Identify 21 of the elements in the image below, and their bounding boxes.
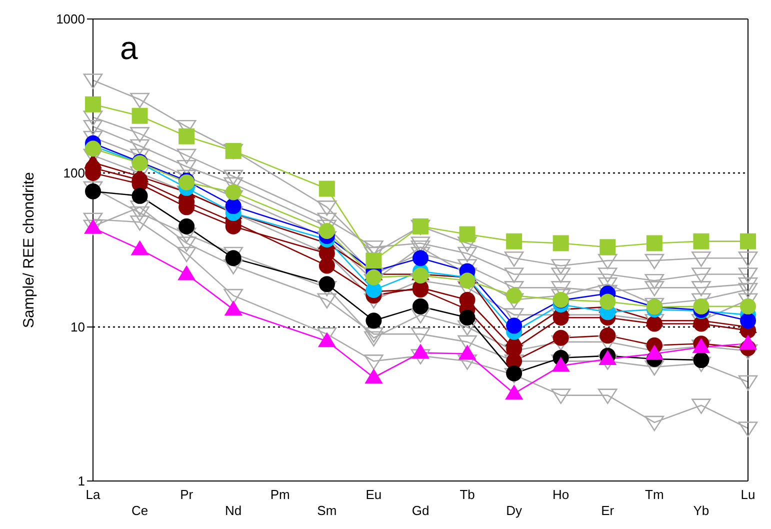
x-tick-label: Yb — [693, 503, 710, 518]
x-tick-label: Eu — [366, 487, 382, 502]
x-tick-label: Lu — [740, 487, 756, 502]
y-axis-title: Sample/ REE chondrite — [20, 172, 38, 328]
x-tick-label: La — [86, 487, 101, 502]
x-tick-label: Tb — [460, 487, 475, 502]
x-tick-label: Sm — [317, 503, 337, 518]
x-tick-label: Nd — [225, 503, 242, 518]
x-tick-label: Ho — [552, 487, 570, 502]
y-tick-label: 1 — [78, 474, 85, 489]
annotation: a — [120, 30, 138, 67]
x-tick-label: Er — [601, 503, 615, 518]
x-tick-label: Pr — [180, 487, 194, 502]
x-tick-label: Dy — [506, 503, 523, 518]
y-tick-label: 100 — [63, 166, 85, 181]
x-tick-label: Pm — [270, 487, 290, 502]
y-tick-label: 1000 — [56, 12, 85, 27]
y-tick-label: 10 — [70, 320, 85, 335]
x-tick-label: Ce — [131, 503, 148, 518]
x-tick-label: Gd — [412, 503, 430, 518]
x-tick-label: Tm — [645, 487, 664, 502]
